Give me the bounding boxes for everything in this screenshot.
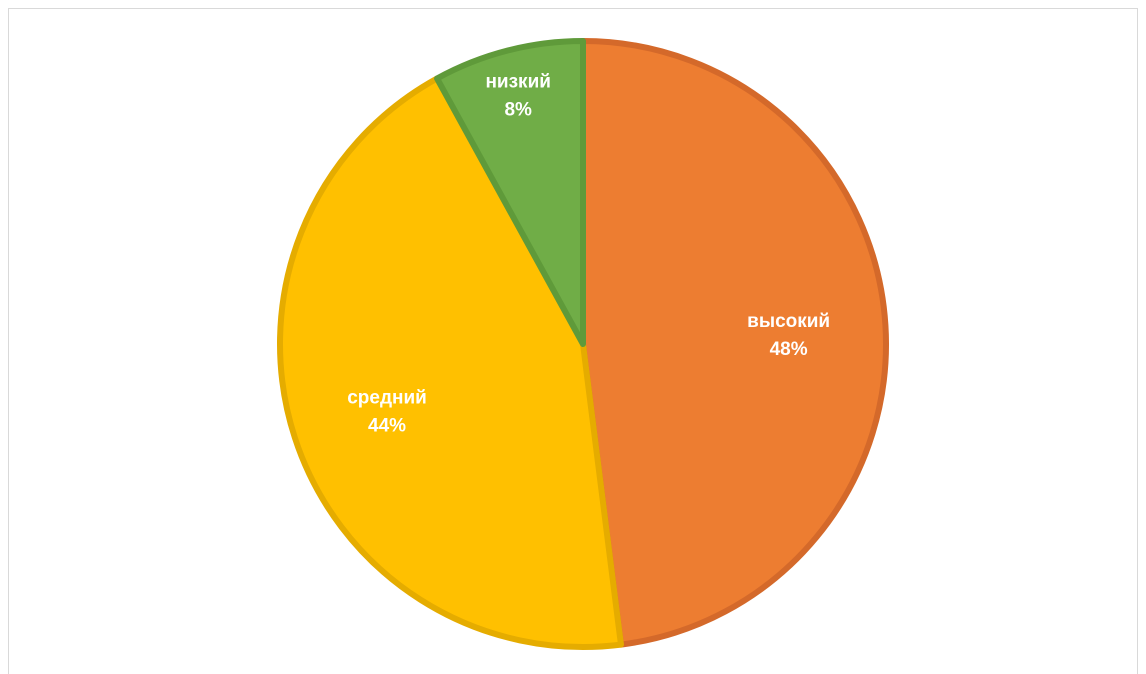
slice-label-category: высокий [747, 311, 830, 332]
pie-slice-низкий [434, 38, 586, 347]
pie-labels: высокий 48% средний 44% низкий 8% [347, 72, 830, 437]
pie-slices [277, 38, 889, 650]
slice-label-category: низкий [485, 72, 550, 93]
pie-slice-высокий [580, 38, 889, 648]
slice-label-percent: 48% [770, 339, 808, 360]
pie-slice-средний [277, 75, 624, 650]
slice-label-percent: 8% [504, 100, 532, 121]
slice-label-percent: 44% [368, 416, 406, 437]
slice-label-category: средний [347, 388, 427, 409]
